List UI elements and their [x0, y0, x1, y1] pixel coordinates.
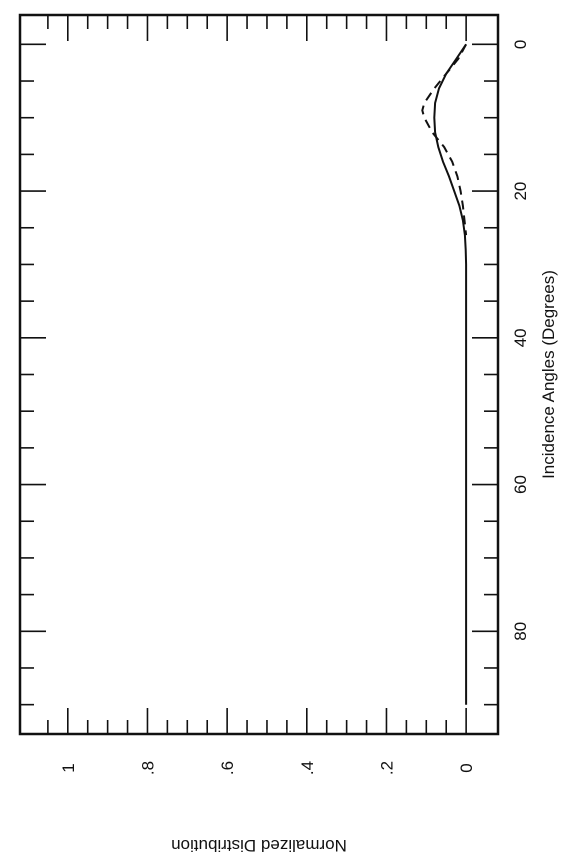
x-tick-label: 0: [511, 40, 530, 49]
y-tick-label: .4: [298, 761, 317, 775]
series-dashed-line: [421, 43, 468, 236]
x-tick-label: 20: [511, 182, 530, 201]
x-tick-label: 60: [511, 475, 530, 494]
y-tick-label: 1: [59, 763, 78, 772]
y-tick-label: .8: [138, 761, 157, 775]
x-tick-label: 40: [511, 328, 530, 347]
y-axis-label: Normalized Distribution: [171, 836, 347, 855]
tick-marks: [20, 15, 498, 734]
plot-group: 0 20 40 60 80 0 .2 .4 .6 .8 1: [18, 13, 530, 775]
x-tick-label: 80: [511, 622, 530, 641]
y-tick-label: .6: [218, 761, 237, 775]
series-solid-line: [433, 43, 468, 705]
y-tick-label: .2: [377, 761, 396, 775]
y-tick-label: 0: [457, 763, 476, 772]
tick-labels: 0 20 40 60 80 0 .2 .4 .6 .8 1: [59, 40, 530, 775]
series-layer: [421, 43, 468, 705]
x-axis-label: Incidence Angles (Degrees): [539, 270, 558, 479]
